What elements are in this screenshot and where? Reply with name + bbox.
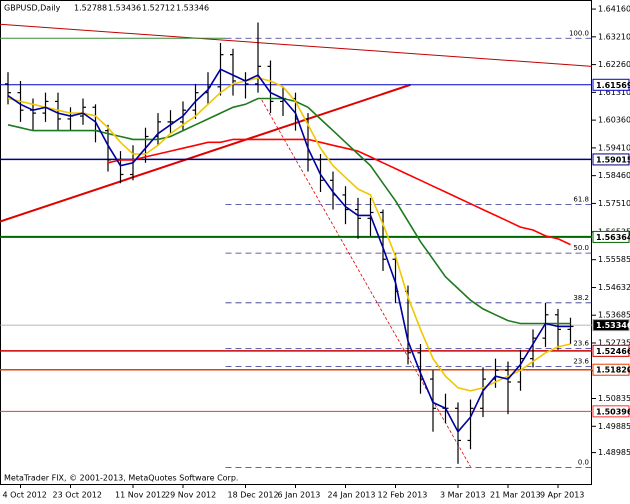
- fib-label: 23.6: [573, 358, 589, 366]
- fib-label: 100.0: [569, 29, 589, 37]
- x-tick-label: 12 Feb 2013: [378, 491, 428, 500]
- price-box: [592, 363, 630, 376]
- fib-label: 61.8: [573, 196, 589, 204]
- price-box: [592, 405, 630, 418]
- x-tick-label: 9 Apr 2013: [540, 491, 584, 500]
- price-box-label: 1.61569: [596, 81, 630, 90]
- price-box: [592, 319, 630, 332]
- y-tick-label: 1.64160: [598, 5, 630, 14]
- fib-label: 38.2: [573, 294, 589, 302]
- y-tick-label: 1.61310: [598, 88, 630, 97]
- price-box-label: 1.53346: [596, 321, 630, 330]
- x-tick-label: 4 Oct 2012: [3, 491, 47, 500]
- moving-average: [107, 138, 571, 246]
- fib-label: 23.6: [573, 339, 589, 347]
- y-tick-label: 1.59410: [598, 143, 630, 152]
- x-tick-label: 11 Nov 2012: [115, 491, 166, 500]
- x-tick-label: 18 Dec 2012: [228, 491, 279, 500]
- fib-label: 0.0: [578, 459, 589, 467]
- price-box-label: 1.56364: [596, 233, 630, 242]
- moving-average: [7, 68, 571, 434]
- x-tick-label: 3 Mar 2013: [440, 491, 486, 500]
- x-tick-label: 29 Nov 2012: [165, 491, 216, 500]
- trendline: [0, 83, 411, 223]
- moving-average: [7, 77, 571, 392]
- price-box-label: 1.51820: [596, 366, 630, 375]
- y-tick-label: 1.62260: [598, 60, 630, 69]
- y-tick-label: 1.54632: [598, 283, 630, 292]
- y-tick-label: 1.53685: [598, 311, 630, 320]
- price-box-label: 1.59015: [596, 155, 630, 164]
- price-box-label: 1.52466: [596, 347, 630, 356]
- header-price: 1.53436: [108, 4, 141, 13]
- y-tick-label: 1.63210: [598, 32, 630, 41]
- y-tick-label: 1.57510: [598, 199, 630, 208]
- y-tick-label: 1.49885: [598, 422, 630, 431]
- plot-frame: [0, 0, 592, 485]
- price-box: [592, 344, 630, 357]
- copyright: MetaTrader FIX, © 2001-2013, MetaQuotes …: [4, 474, 238, 483]
- y-tick-label: 1.48985: [598, 448, 630, 457]
- y-tick-label: 1.50835: [598, 394, 630, 403]
- y-tick-label: 1.60360: [598, 116, 630, 125]
- price-box: [592, 78, 630, 91]
- y-tick-label: 1.58460: [598, 171, 630, 180]
- header-price: 1.52788: [74, 4, 107, 13]
- fib-label: 50.0: [573, 244, 589, 252]
- y-tick-label: 1.55585: [598, 255, 630, 264]
- price-box: [592, 153, 630, 166]
- header-price: 1.53346: [176, 4, 209, 13]
- x-tick-label: 23 Oct 2012: [53, 491, 102, 500]
- y-tick-label: 1.52735: [598, 338, 630, 347]
- price-box-label: 1.50396: [596, 407, 630, 416]
- price-box: [592, 230, 630, 243]
- header-price: 1.52712: [142, 4, 175, 13]
- x-tick-label: 21 Mar 2013: [490, 491, 541, 500]
- symbol: GBPUSD,Daily: [4, 4, 61, 13]
- trendline: [261, 99, 471, 467]
- trendline: [0, 23, 593, 67]
- x-tick-label: 6 Jan 2013: [278, 491, 321, 500]
- x-tick-label: 24 Jan 2013: [328, 491, 376, 500]
